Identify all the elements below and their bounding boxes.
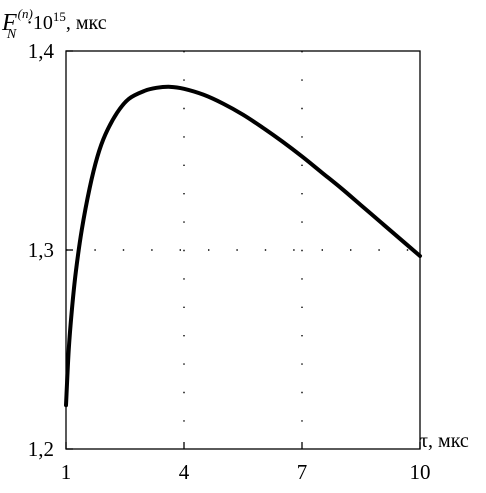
axis-ticks: [65, 50, 421, 450]
y-tick-label-2: 1,4: [28, 39, 55, 63]
x-axis-label: τ, мкс: [420, 430, 469, 452]
x-tick-label-3: 10: [410, 460, 431, 484]
y-tick-label-0: 1,2: [28, 437, 54, 461]
x-tick-label-1: 4: [179, 460, 190, 484]
series-line: [64, 84, 422, 408]
y-axis-label-sub: N: [6, 27, 17, 42]
tick-labels: 1 4 7 10 1,2 1,3 1,4: [28, 39, 431, 484]
y-axis-label-unit: , мкс: [66, 12, 107, 34]
y-axis-label: F(n) N ·1015, мкс: [1, 6, 107, 42]
x-tick-label-0: 1: [61, 460, 72, 484]
x-tick-label-2: 7: [297, 460, 308, 484]
grid: [66, 51, 420, 449]
y-axis-label-symbol: F: [1, 10, 17, 36]
y-axis-label-power: 15: [53, 9, 66, 24]
y-axis-label-mult: ·10: [26, 12, 53, 34]
y-tick-label-1: 1,3: [28, 238, 54, 262]
y-axis-label-sup: (n): [18, 6, 33, 21]
